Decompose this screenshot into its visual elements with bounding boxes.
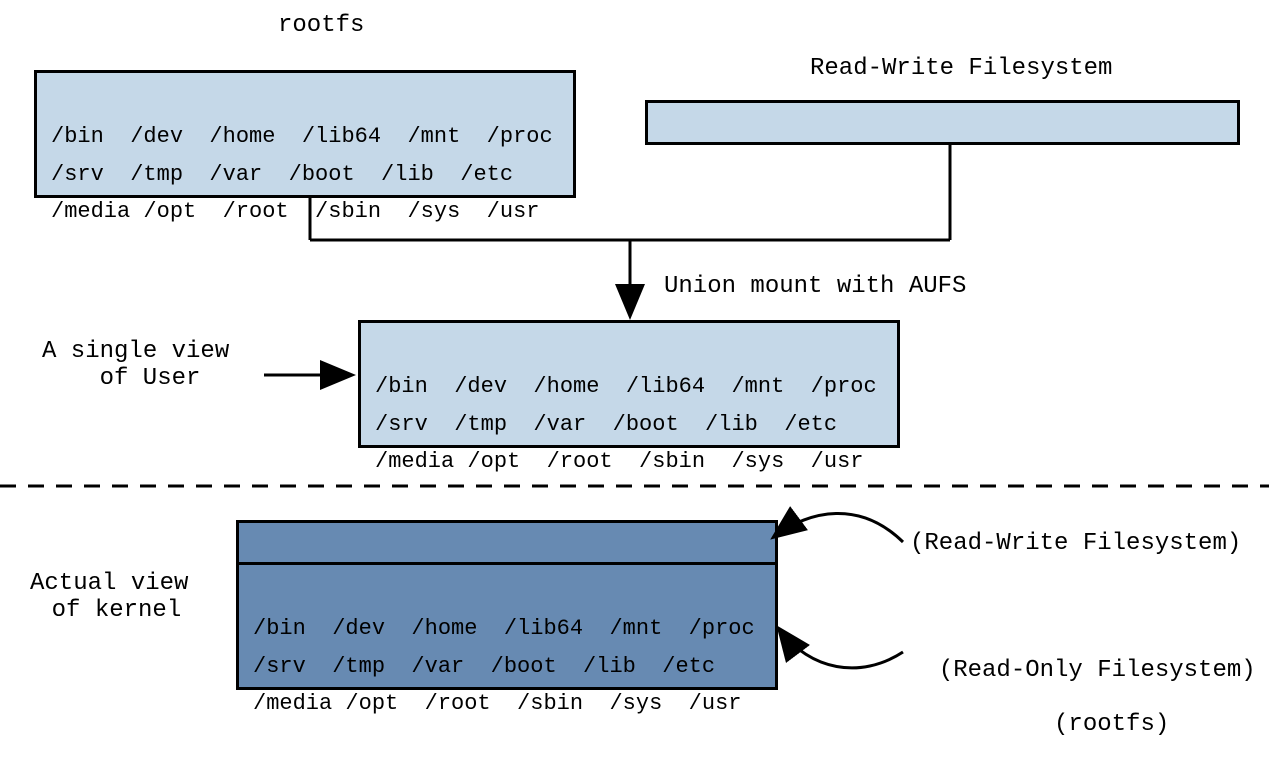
kernel-line1: /bin /dev /home /lib64 /mnt /proc — [253, 616, 755, 641]
rootfs-title: rootfs — [278, 12, 364, 39]
ro-annot-line2: (rootfs) — [939, 711, 1269, 738]
kernel-ro-box: /bin /dev /home /lib64 /mnt /proc /srv /… — [236, 562, 778, 690]
union-result-box: /bin /dev /home /lib64 /mnt /proc /srv /… — [358, 320, 900, 448]
single-view-label: A single view of User — [42, 338, 229, 392]
rootfs-line3: /media /opt /root /sbin /sys /usr — [51, 199, 539, 224]
rootfs-line2: /srv /tmp /var /boot /lib /etc — [51, 162, 513, 187]
ro-fs-annotation: (Read-Only Filesystem) (rootfs) — [910, 630, 1256, 738]
rw-fs-annotation: (Read-Write Filesystem) — [910, 530, 1241, 557]
rw-fs-title: Read-Write Filesystem — [810, 55, 1112, 82]
rootfs-line1: /bin /dev /home /lib64 /mnt /proc — [51, 124, 553, 149]
union-line1: /bin /dev /home /lib64 /mnt /proc — [375, 374, 877, 399]
ro-curve-arrow — [780, 630, 903, 668]
union-line2: /srv /tmp /var /boot /lib /etc — [375, 412, 837, 437]
kernel-rw-box — [236, 520, 778, 565]
union-mount-label: Union mount with AUFS — [664, 273, 966, 300]
kernel-line2: /srv /tmp /var /boot /lib /etc — [253, 654, 715, 679]
union-line3: /media /opt /root /sbin /sys /usr — [375, 449, 863, 474]
rw-fs-box — [645, 100, 1240, 145]
ro-annot-line1: (Read-Only Filesystem) — [939, 657, 1256, 684]
rw-curve-arrow — [775, 513, 903, 542]
rootfs-box: /bin /dev /home /lib64 /mnt /proc /srv /… — [34, 70, 576, 198]
actual-view-label: Actual view of kernel — [30, 570, 188, 624]
kernel-line3: /media /opt /root /sbin /sys /usr — [253, 691, 741, 716]
